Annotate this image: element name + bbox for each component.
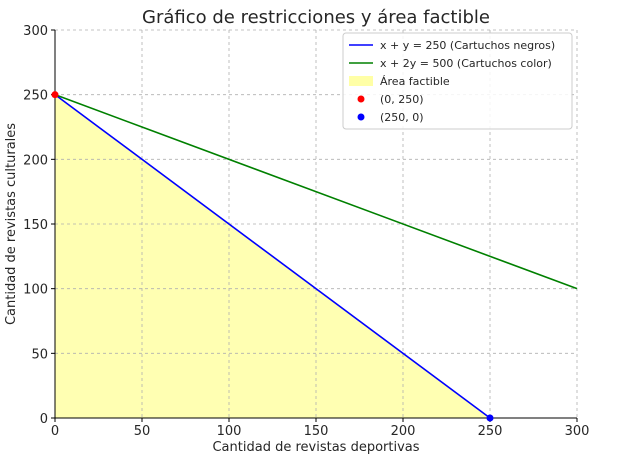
y-tick-label: 300 [23,24,48,39]
legend-swatch-point-4 [357,113,365,121]
y-tick-label: 50 [31,347,48,362]
legend-label-2: Área factible [380,75,450,88]
y-tick-label: 150 [23,218,48,233]
legend: x + y = 250 (Cartuchos negros) x + 2y = 5… [342,32,573,130]
y-axis-label: Cantidad de revistas culturales [4,123,19,325]
x-tick-label: 250 [478,424,503,439]
x-tick-label: 50 [134,424,151,439]
legend-box [342,32,573,130]
legend-label-1: x + 2y = 500 (Cartuchos color) [380,57,552,70]
y-tick-label: 0 [40,412,48,427]
series-line-1 [54,93,578,290]
chart-title: Gráfico de restricciones y área factible [142,7,490,28]
x-tick-label: 150 [304,424,329,439]
legend-label-0: x + y = 250 (Cartuchos negros) [380,39,555,52]
x-tick-label: 0 [51,424,59,439]
point-marker-0 [51,91,59,99]
x-tick-label: 200 [391,424,416,439]
y-tick-label: 100 [23,283,48,298]
y-tick-label: 250 [23,89,48,104]
point-marker-1 [486,414,494,422]
legend-swatch-point-3 [357,95,365,103]
legend-swatch-area [349,76,373,86]
legend-label-4: (250, 0) [380,111,424,124]
legend-label-3: (0, 250) [380,93,424,106]
y-tick-label: 200 [23,153,48,168]
x-axis-label: Cantidad de revistas deportivas [212,440,419,455]
x-tick-label: 100 [217,424,242,439]
x-tick-label: 300 [565,424,590,439]
series-line-0 [54,94,491,419]
